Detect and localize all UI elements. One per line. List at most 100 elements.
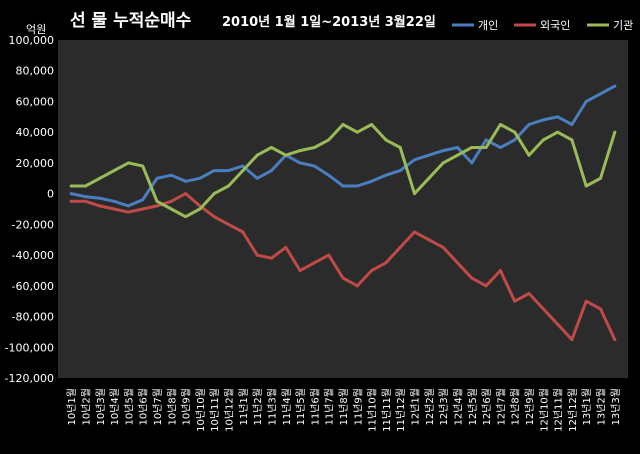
- data-point-외국인: [413, 230, 417, 234]
- data-point-기관: [212, 192, 216, 196]
- x-tick-label: 11년7월: [324, 388, 336, 426]
- data-point-기관: [284, 153, 288, 157]
- data-point-기관: [169, 207, 173, 211]
- data-point-개인: [227, 169, 231, 173]
- data-point-개인: [198, 176, 202, 180]
- data-point-기관: [184, 215, 188, 219]
- data-point-개인: [584, 99, 588, 103]
- data-point-개인: [513, 138, 517, 142]
- data-point-기관: [341, 123, 345, 126]
- data-point-개인: [370, 179, 374, 183]
- y-axis: -120,000 -100,000 -80,000 -60,000 -40,000 -20…: [5, 34, 54, 385]
- data-point-외국인: [269, 256, 273, 260]
- data-point-외국인: [613, 338, 617, 342]
- x-tick-label: 12년4월: [452, 388, 464, 426]
- data-point-기관: [513, 130, 517, 134]
- y-tick-label: -40,000: [12, 249, 54, 262]
- legend-label: 개인: [478, 19, 498, 32]
- x-tick-label: 11년1월: [238, 388, 250, 426]
- data-point-외국인: [341, 276, 345, 280]
- x-tick-label: 12년12월: [567, 388, 579, 432]
- y-tick-label: -60,000: [12, 280, 54, 293]
- data-point-개인: [212, 169, 216, 173]
- y-axis-unit-label: 억원: [26, 23, 46, 36]
- data-point-기관: [484, 146, 488, 150]
- x-tick-label: 10년2월: [80, 388, 92, 426]
- chart-title: 선 물 누적순매수: [70, 11, 192, 31]
- x-tick-label: 11년6월: [309, 388, 321, 426]
- data-point-개인: [384, 173, 388, 177]
- legend-label: 외국인: [540, 19, 570, 32]
- data-point-기관: [198, 207, 202, 211]
- x-tick-label: 11년3월: [266, 388, 278, 426]
- data-point-외국인: [241, 230, 245, 234]
- data-point-개인: [169, 173, 173, 177]
- data-point-개인: [556, 115, 560, 119]
- data-point-개인: [484, 138, 488, 142]
- data-point-외국인: [513, 299, 517, 303]
- data-point-개인: [98, 196, 102, 200]
- x-tick-label: 12년10월: [538, 388, 550, 432]
- x-tick-label: 12년1월: [410, 388, 422, 426]
- data-point-기관: [541, 138, 545, 142]
- data-point-외국인: [312, 261, 316, 265]
- legend-label: 기관: [613, 19, 633, 32]
- y-tick-label: -120,000: [5, 372, 54, 385]
- data-point-외국인: [355, 284, 359, 288]
- data-point-외국인: [83, 199, 87, 203]
- data-point-외국인: [556, 322, 560, 326]
- x-tick-label: 10년6월: [138, 388, 150, 426]
- data-point-개인: [112, 199, 116, 203]
- data-point-외국인: [427, 238, 431, 242]
- legend: 개인 외국인 기관: [452, 19, 633, 32]
- series-layer: [69, 84, 617, 342]
- data-point-기관: [269, 146, 273, 150]
- y-tick-label: 20,000: [16, 157, 55, 170]
- data-point-개인: [498, 146, 502, 150]
- data-point-개인: [427, 153, 431, 157]
- data-point-외국인: [69, 199, 73, 203]
- y-tick-label: 60,000: [16, 95, 55, 108]
- data-point-개인: [355, 184, 359, 188]
- x-tick-label: 11년12월: [395, 388, 407, 432]
- data-point-기관: [126, 161, 130, 165]
- data-point-외국인: [527, 292, 531, 295]
- x-tick-label: 12년6월: [481, 388, 493, 426]
- data-point-외국인: [455, 261, 459, 265]
- data-point-기관: [312, 146, 316, 150]
- data-point-외국인: [98, 204, 102, 208]
- data-point-외국인: [155, 204, 159, 208]
- data-point-외국인: [112, 207, 116, 211]
- data-point-개인: [255, 176, 259, 180]
- data-point-외국인: [599, 307, 603, 311]
- data-point-기관: [398, 146, 402, 150]
- data-point-외국인: [227, 222, 231, 226]
- data-point-기관: [570, 138, 574, 142]
- data-point-기관: [69, 184, 73, 188]
- data-point-기관: [427, 176, 431, 180]
- data-point-기관: [370, 123, 374, 126]
- data-point-개인: [155, 176, 159, 180]
- x-tick-label: 10년7월: [152, 388, 164, 426]
- chart-subtitle: 2010년 1월 1일~2013년 3월22일: [222, 14, 436, 30]
- data-point-외국인: [169, 199, 173, 203]
- data-point-외국인: [184, 192, 188, 196]
- y-tick-label: 100,000: [9, 34, 55, 47]
- y-tick-label: -100,000: [5, 341, 54, 354]
- data-point-외국인: [212, 215, 216, 219]
- data-point-외국인: [570, 338, 574, 342]
- data-point-기관: [112, 169, 116, 173]
- y-tick-label: 80,000: [16, 65, 55, 78]
- x-tick-label: 12년9월: [524, 388, 536, 426]
- data-point-기관: [613, 130, 617, 134]
- y-tick-label: -80,000: [12, 311, 54, 324]
- x-tick-label: 10년10월: [195, 388, 207, 432]
- x-tick-label: 10년9월: [181, 388, 193, 426]
- data-point-개인: [69, 192, 73, 196]
- y-tick-label: 40,000: [16, 126, 55, 139]
- data-point-기관: [584, 184, 588, 188]
- data-point-개인: [441, 149, 445, 153]
- x-axis: 10년1월 10년2월 10년3월 10년4월 10년5월 10년6월 10년7월 10년8월…: [66, 388, 622, 432]
- data-point-개인: [570, 123, 574, 126]
